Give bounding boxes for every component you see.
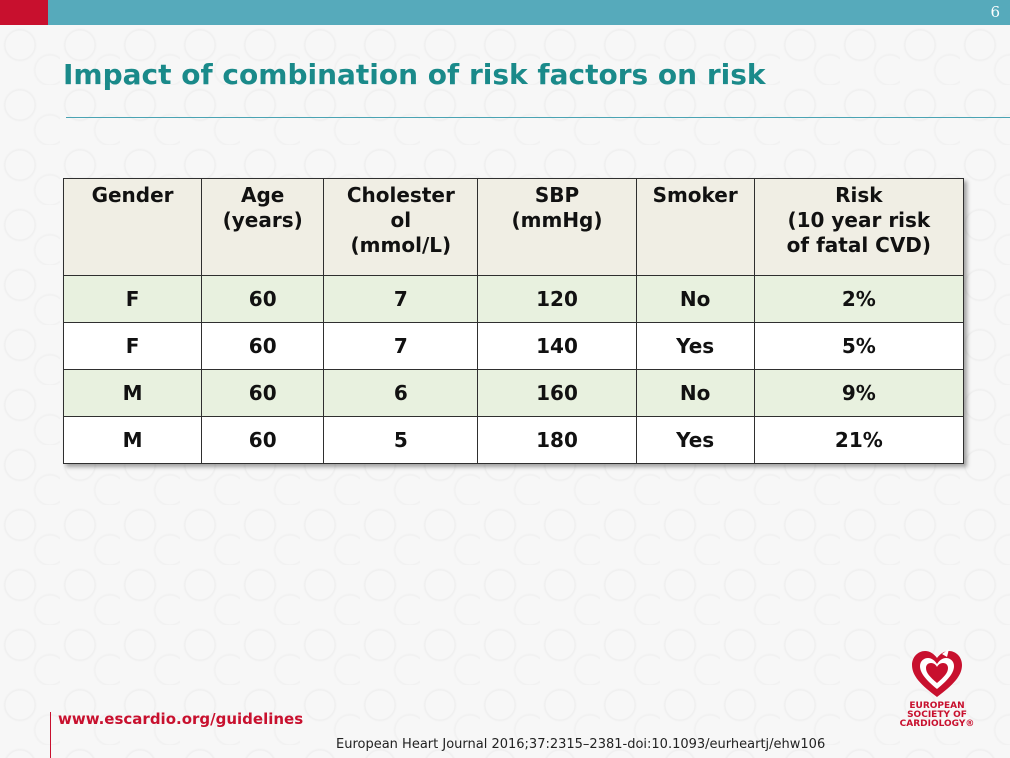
- esc-logo: EUROPEAN SOCIETY OF CARDIOLOGY®: [898, 648, 976, 736]
- cell-sbp: 160: [477, 369, 637, 417]
- cell-cholesterol: 5: [323, 416, 479, 464]
- header-line: Risk: [835, 183, 883, 207]
- logo-text-line: SOCIETY OF: [907, 710, 967, 720]
- table-header-row: Gender Age (years) Cholester ol (mmol/L)…: [62, 178, 965, 276]
- title-divider: [66, 117, 1010, 118]
- cell-age: 60: [201, 275, 325, 323]
- header-line: Gender: [91, 183, 174, 207]
- risk-table-container: Gender Age (years) Cholester ol (mmol/L)…: [62, 178, 965, 464]
- table-row: F 60 7 140 Yes 5%: [62, 322, 965, 370]
- header-cholesterol: Cholester ol (mmol/L): [323, 178, 479, 276]
- header-smoker: Smoker: [635, 178, 755, 276]
- header-sbp: SBP (mmHg): [477, 178, 637, 276]
- header-line: Cholester: [346, 183, 455, 207]
- header-age: Age (years): [201, 178, 325, 276]
- risk-factor-table: Gender Age (years) Cholester ol (mmol/L)…: [62, 178, 965, 464]
- header-line: (mmHg): [511, 208, 603, 232]
- cell-risk: 21%: [753, 416, 965, 464]
- header-line: (10 year risk: [787, 208, 931, 232]
- top-bar: 6: [0, 0, 1010, 25]
- header-line: (years): [222, 208, 303, 232]
- top-accent-block: [0, 0, 48, 25]
- cell-risk: 5%: [753, 322, 965, 370]
- footer-accent-line: [50, 712, 51, 758]
- logo-text-line: EUROPEAN: [909, 701, 965, 711]
- table-row: M 60 5 180 Yes 21%: [62, 416, 965, 464]
- cell-cholesterol: 7: [323, 275, 479, 323]
- cell-gender: F: [62, 322, 203, 370]
- cell-sbp: 120: [477, 275, 637, 323]
- cell-cholesterol: 6: [323, 369, 479, 417]
- logo-wordmark: EUROPEAN SOCIETY OF CARDIOLOGY®: [898, 702, 976, 729]
- header-line: Age: [241, 183, 285, 207]
- cell-smoker: No: [635, 369, 755, 417]
- header-line: (mmol/L): [350, 233, 452, 257]
- cell-cholesterol: 7: [323, 322, 479, 370]
- header-line: SBP: [534, 183, 580, 207]
- table-row: M 60 6 160 No 9%: [62, 369, 965, 417]
- cell-smoker: Yes: [635, 416, 755, 464]
- cell-gender: M: [62, 416, 203, 464]
- cell-gender: F: [62, 275, 203, 323]
- cell-age: 60: [201, 322, 325, 370]
- header-gender: Gender: [62, 178, 203, 276]
- cell-age: 60: [201, 416, 325, 464]
- guidelines-link[interactable]: www.escardio.org/guidelines: [58, 710, 304, 728]
- esc-heart-logo-icon: [898, 648, 976, 700]
- header-risk: Risk (10 year risk of fatal CVD): [753, 178, 965, 276]
- cell-smoker: No: [635, 275, 755, 323]
- slide-title: Impact of combination of risk factors on…: [63, 58, 766, 91]
- cell-age: 60: [201, 369, 325, 417]
- header-line: of fatal CVD): [786, 233, 932, 257]
- journal-citation: European Heart Journal 2016;37:2315–2381…: [336, 737, 826, 752]
- logo-text-line: CARDIOLOGY®: [899, 719, 975, 729]
- header-line: ol: [390, 208, 412, 232]
- table-row: F 60 7 120 No 2%: [62, 275, 965, 323]
- page-number: 6: [990, 3, 1000, 21]
- cell-smoker: Yes: [635, 322, 755, 370]
- header-line: Smoker: [652, 183, 738, 207]
- cell-risk: 9%: [753, 369, 965, 417]
- cell-gender: M: [62, 369, 203, 417]
- cell-risk: 2%: [753, 275, 965, 323]
- cell-sbp: 140: [477, 322, 637, 370]
- cell-sbp: 180: [477, 416, 637, 464]
